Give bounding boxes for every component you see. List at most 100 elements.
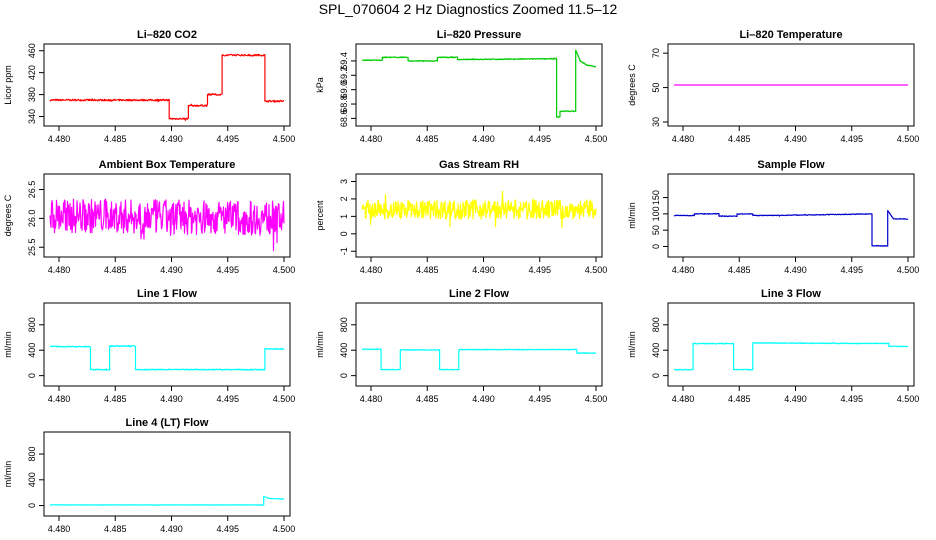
panel-4-xtick-label: 4.500 (273, 265, 296, 275)
panel-3-ytick-label: 50 (651, 83, 661, 93)
panel-6-ytick-label: 0 (651, 244, 661, 249)
panel-10-xtick-label: 4.480 (48, 524, 71, 534)
panel-10-ytick-label: 400 (27, 472, 37, 487)
panel-5-ytick-label: 3 (339, 179, 349, 184)
panel-1-xtick-label: 4.500 (273, 134, 296, 144)
panel-3-ytick-label: 70 (651, 48, 661, 58)
panel-10-title: Line 4 (LT) Flow (126, 417, 209, 429)
panel-1-ylabel: Licor ppm (3, 65, 13, 105)
panel-10-ylabel: ml/min (3, 461, 13, 488)
panel-1-series-line (49, 53, 285, 121)
panel-5-ytick-label: 0 (339, 231, 349, 236)
panel-4-ytick-label: 26.5 (27, 181, 37, 199)
panel-2-xtick-label: 4.485 (416, 134, 439, 144)
panel-2-ytick-label: 69.4 (339, 52, 349, 70)
panel-6-ytick-label: 100 (651, 206, 661, 221)
panel-8-xtick-label: 4.480 (360, 394, 383, 404)
panel-9-ytick-label: 400 (651, 343, 661, 358)
panel-7-xtick-label: 4.500 (273, 394, 296, 404)
panel-2-xtick-label: 4.490 (472, 134, 495, 144)
panel-4-xtick-label: 4.485 (104, 265, 127, 275)
panel-3-title: Li–820 Temperature (739, 29, 842, 41)
panel-3-plot-frame (667, 43, 915, 127)
panel-9-xtick-label: 4.495 (840, 394, 863, 404)
panel-9-xtick-label: 4.485 (728, 394, 751, 404)
panel-9-title: Line 3 Flow (761, 288, 821, 300)
panel-3-xtick-label: 4.495 (840, 134, 863, 144)
panel-7-xtick-label: 4.495 (216, 394, 239, 404)
panel-9-series-line (673, 341, 909, 371)
panel-1-xtick-label: 4.490 (160, 134, 183, 144)
panel-3-ylabel: degrees C (627, 64, 637, 106)
panel-7-ylabel: ml/min (3, 331, 13, 358)
panel-8-xtick-label: 4.490 (472, 394, 495, 404)
panel-9-xtick-label: 4.500 (897, 394, 920, 404)
panel-3-xtick-label: 4.485 (728, 134, 751, 144)
panel-4-xtick-label: 4.495 (216, 265, 239, 275)
panel-8-ytick-label: 0 (339, 373, 349, 378)
panel-10-series-line (49, 495, 285, 506)
panel-10-xtick-label: 4.500 (273, 524, 296, 534)
panel-8-xtick-label: 4.485 (416, 394, 439, 404)
panel-3-xtick-label: 4.480 (672, 134, 695, 144)
panel-7-xtick-label: 4.485 (104, 394, 127, 404)
panel-8-ylabel: ml/min (315, 331, 325, 358)
panel-5-series-line (361, 190, 597, 229)
panel-10-xtick-label: 4.490 (160, 524, 183, 534)
panel-1-title: Li–820 CO2 (137, 29, 197, 41)
panel-2-xtick-label: 4.500 (585, 134, 608, 144)
panel-4-xtick-label: 4.490 (160, 265, 183, 275)
panel-9-plot-frame (667, 302, 915, 387)
panel-6-xtick-label: 4.490 (784, 265, 807, 275)
panel-2-series-line (361, 49, 597, 118)
panel-2-xtick-label: 4.495 (528, 134, 551, 144)
panel-6-xtick-label: 4.495 (840, 265, 863, 275)
panel-6-title: Sample Flow (757, 159, 825, 171)
panel-10-ytick-label: 800 (27, 447, 37, 462)
panel-7-ytick-label: 800 (27, 317, 37, 332)
panel-7-xtick-label: 4.490 (160, 394, 183, 404)
panel-4-ytick-label: 25.5 (27, 238, 37, 256)
panel-8-ytick-label: 800 (339, 317, 349, 332)
panel-2-ytick-label: 69.0 (339, 81, 349, 99)
panel-6-ylabel: ml/min (627, 202, 637, 229)
panel-3-xtick-label: 4.490 (784, 134, 807, 144)
panel-1-xtick-label: 4.495 (216, 134, 239, 144)
panel-6-ytick-label: 150 (651, 190, 661, 205)
panel-6-xtick-label: 4.485 (728, 265, 751, 275)
panel-10-ytick-label: 0 (27, 503, 37, 508)
panel-8-xtick-label: 4.500 (585, 394, 608, 404)
panel-4-ytick-label: 26.0 (27, 210, 37, 228)
panel-4-ylabel: degrees C (3, 194, 13, 236)
panel-2-xtick-label: 4.480 (360, 134, 383, 144)
panel-1-ytick-label: 460 (27, 43, 37, 58)
panel-1-ytick-label: 380 (27, 87, 37, 102)
panel-7-xtick-label: 4.480 (48, 394, 71, 404)
panel-7-ytick-label: 0 (27, 373, 37, 378)
panel-2-ytick-label: 68.8 (339, 95, 349, 113)
panel-5-ytick-label: 1 (339, 214, 349, 219)
panel-5-ytick-label: 2 (339, 196, 349, 201)
panel-3-xtick-label: 4.500 (897, 134, 920, 144)
panel-7-ytick-label: 400 (27, 343, 37, 358)
panel-7-series-line (49, 345, 285, 371)
panel-8-plot-frame (355, 302, 603, 387)
panel-6-ytick-label: 50 (651, 225, 661, 235)
panel-8-xtick-label: 4.495 (528, 394, 551, 404)
panel-1-ytick-label: 340 (27, 109, 37, 124)
panel-3-ytick-label: 30 (651, 117, 661, 127)
panel-2-ylabel: kPa (315, 77, 325, 93)
page-title: SPL_070604 2 Hz Diagnostics Zoomed 11.5–… (318, 1, 618, 17)
panel-2-ytick-label: 68.6 (339, 110, 349, 128)
panel-5-title: Gas Stream RH (439, 159, 519, 171)
panel-10-xtick-label: 4.495 (216, 524, 239, 534)
panel-9-xtick-label: 4.490 (784, 394, 807, 404)
panel-9-ylabel: ml/min (627, 331, 637, 358)
panel-5-plot-frame (355, 173, 603, 258)
panel-6-plot-frame (667, 173, 915, 258)
panel-5-xtick-label: 4.480 (360, 265, 383, 275)
panel-7-plot-frame (43, 302, 291, 387)
panel-5-ytick-label: -1 (339, 247, 349, 255)
panel-2-ytick-label: 69.2 (339, 67, 349, 85)
